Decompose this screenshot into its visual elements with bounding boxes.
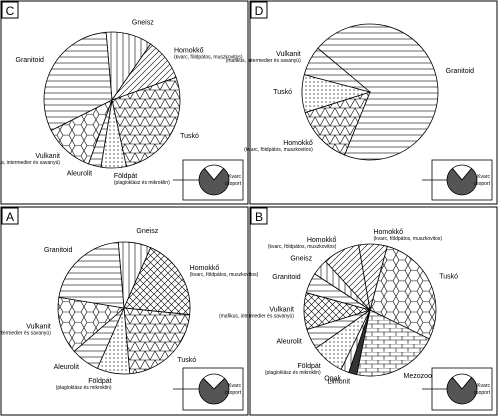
pie-d-note-homokko: (kvarc, földpátos, muszkovitos) — [244, 147, 313, 153]
pie-b-label-foldpat: Földpát — [297, 363, 320, 370]
pie-c-note-vulkanit: (mafikus, intermedier és savanyú) — [0, 160, 60, 166]
pie-chart-b: Homokkő(kvarc, földpátos, muszkovitos)Tu… — [219, 229, 493, 411]
pie-a-inset-quartz-slice — [198, 377, 230, 405]
pie-a-label-gneisz: Gneisz — [136, 228, 158, 235]
pie-b-label-limonit: Limonit — [327, 378, 350, 385]
pie-a-label-aleurolit: Aleurolit — [54, 364, 79, 371]
pie-d-slice-granitoid — [317, 23, 439, 161]
pie-b-note-vulkanit: (mafikus, intermedier és savanyú) — [219, 313, 294, 319]
pie-a-note-foldpat: (plagioklász és mikroklin) — [56, 385, 112, 391]
panel-letter-a: A — [1, 207, 19, 225]
pie-b-inset-quartz-slice — [446, 376, 478, 405]
pie-a-label-tusko: Tuskó — [177, 357, 196, 364]
pie-a-note-homokko: (kvarc, földpátos, muszkovitos) — [190, 272, 259, 278]
pie-d-label-vulkanit: Vulkanit — [276, 51, 301, 58]
pie-d-label-homokko: Homokkő — [283, 140, 313, 147]
panel-a-frame — [0, 206, 249, 416]
pie-b-label-homokko: Homokkő — [307, 237, 337, 244]
pie-c-label-tusko: Tuskó — [180, 133, 199, 140]
pie-a-label-foldpat: Földpát — [88, 378, 111, 385]
pie-b-slice-mezozoos-meszko — [356, 309, 430, 377]
panel-letter-b: B — [250, 207, 268, 225]
pie-b-note-homokko: (kvarc, földpátos, muszkovitos) — [373, 236, 442, 242]
pie-d-inset-label2: csoport — [474, 181, 491, 187]
pie-c-label-vulkanit: Vulkanit — [35, 153, 60, 160]
pie-c-label-homokko: Homokkő — [174, 48, 204, 55]
panel-c-frame — [0, 0, 249, 205]
pie-b-label-gneisz: Gneisz — [290, 256, 312, 263]
pie-b-slice-tusko — [369, 245, 437, 340]
pie-chart-c: Gneisz Homokkő(kvarc, földpátos, muszkovi… — [0, 20, 244, 201]
pie-c-note-homokko: (kvarc, földpátos, muszkovitos) — [174, 55, 243, 61]
panel-letter-b-text: B — [255, 210, 263, 224]
pie-b-note-homokko: (kvarc, földpátos, muszkovitos) — [268, 244, 337, 250]
pie-d-inset-quartz-slice — [446, 167, 478, 196]
pie-b-label-homokko: Homokkő — [373, 229, 403, 236]
pie-b-label-vulkanit: Vulkanit — [269, 306, 294, 313]
pie-chart-a: Gneisz Homokkő(kvarc, földpátos, muszkovi… — [0, 228, 259, 411]
pie-b-label-opak: Opak — [324, 375, 341, 382]
pie-d-slice-vulkanit — [303, 47, 371, 93]
pie-a-slice-granitoid — [58, 241, 125, 309]
pie-b-label-granitoid: Granitoid — [272, 274, 301, 281]
pie-d-note-vulkanit: (mafikus, intermedier és savanyú) — [226, 58, 301, 64]
panel-d-frame — [249, 0, 498, 205]
pie-b-note-foldpat: (plagioklász és mikroklin) — [265, 370, 321, 376]
panel-b-frame — [249, 206, 498, 416]
pie-c-label-foldpat: Földpát — [114, 173, 137, 180]
pie-b-slice-homokko — [324, 244, 371, 312]
pie-d-label-tusko: Tuskó — [273, 89, 292, 96]
panel-letter-c-text: C — [6, 4, 15, 18]
pie-a-note-vulkanit: (mafikus, intermedier és savanyú) — [0, 331, 51, 337]
pie-a-label-granitoid: Granitoid — [44, 247, 73, 254]
pie-a-slice-tusko — [123, 307, 191, 375]
pie-c-inset-quartz-slice — [198, 167, 230, 196]
pie-c-note-foldpat: (plagioklász és mikroklin) — [114, 180, 170, 186]
panel-letter-c: C — [1, 1, 19, 19]
pie-c-label-granitoid: Granitoid — [16, 57, 45, 64]
pie-a-label-homokko: Homokkő — [190, 265, 220, 272]
pie-d-inset-label: Kvarc — [477, 174, 490, 180]
pie-c-inset-label: Kvarc — [228, 174, 241, 180]
pie-a-label-vulkanit: Vulkanit — [26, 324, 51, 331]
pie-b-label-tusko: Tuskó — [439, 274, 458, 281]
pie-a-inset-label2: csoport — [225, 390, 242, 396]
pie-a-slice-homokko — [123, 247, 191, 316]
panel-letter-d: D — [250, 1, 268, 19]
pie-a-slice-vulkanit — [57, 296, 125, 352]
panel-letter-d-text: D — [255, 4, 264, 18]
pie-c-inset-label2: csoport — [225, 181, 242, 187]
pie-b-inset-label: Kvarc — [477, 383, 490, 389]
pie-chart-d: Granitoid Homokkő(kvarc, földpátos, muszk… — [226, 23, 493, 201]
pie-b-inset-label2: csoport — [474, 390, 491, 396]
pie-b-label-aleurolit: Aleurolit — [277, 339, 302, 346]
pie-c-slice-granitoid — [43, 31, 113, 131]
pie-c-slice-tusko — [111, 76, 181, 167]
pie-c-label-gneisz: Gneisz — [132, 20, 154, 27]
pie-a-inset-label: Kvarc — [228, 383, 241, 389]
panel-letter-a-text: A — [6, 210, 14, 224]
pie-d-label-granitoid: Granitoid — [446, 68, 475, 75]
pie-c-label-aleurolit: Aleurolit — [67, 170, 92, 177]
